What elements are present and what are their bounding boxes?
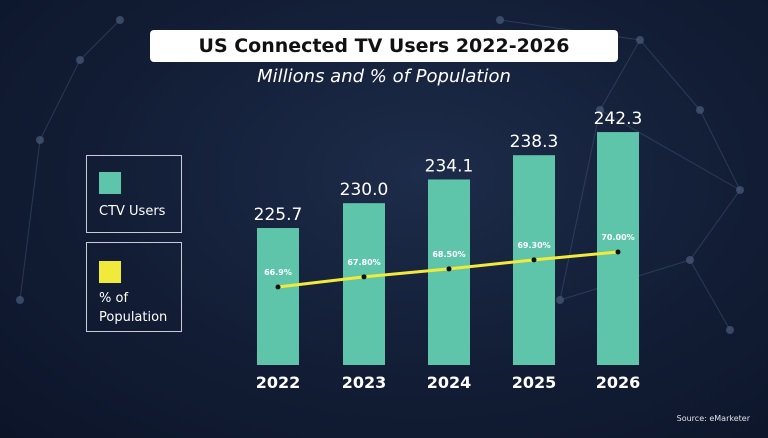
bar-value-label: 230.0: [340, 180, 389, 200]
source-note: Source: eMarketer: [676, 414, 750, 423]
network-node: [36, 136, 44, 144]
network-node: [736, 186, 744, 194]
x-tick-label: 2024: [427, 373, 472, 392]
bar-2022: [257, 228, 299, 365]
network-line: [599, 39, 641, 111]
legend-label: % of Population: [99, 291, 168, 325]
network-node: [496, 16, 504, 24]
line-value-label: 67.80%: [347, 258, 380, 267]
line-value-label: 69.30%: [517, 241, 550, 250]
bar-2023: [343, 203, 385, 365]
network-line: [689, 189, 741, 261]
network-line: [559, 109, 601, 301]
network-node: [76, 56, 84, 64]
line-point: [531, 257, 537, 263]
bar-value-label: 238.3: [510, 132, 559, 152]
network-node: [726, 326, 734, 334]
x-tick-label: 2026: [596, 373, 641, 392]
network-line: [599, 109, 741, 191]
network-node: [686, 256, 694, 264]
network-line: [39, 59, 81, 141]
line-value-label: 70.00%: [601, 233, 634, 242]
network-line: [19, 139, 41, 301]
network-line: [79, 19, 121, 61]
network-node: [696, 106, 704, 114]
chart-subtitle: Millions and % of Population: [257, 66, 511, 87]
bar-value-label: 234.1: [425, 156, 474, 176]
network-node: [16, 296, 24, 304]
legend-item-population: % of Population: [86, 242, 182, 332]
bar-2026: [597, 132, 639, 365]
line-value-label: 68.50%: [432, 250, 465, 259]
x-tick-label: 2022: [256, 373, 301, 392]
network-node: [596, 106, 604, 114]
legend-swatch-bar: [99, 172, 121, 194]
network-line: [689, 259, 731, 331]
legend-label: CTV Users: [99, 204, 166, 219]
bar-value-label: 242.3: [594, 109, 643, 129]
line-point: [275, 284, 281, 290]
bar-value-label: 225.7: [254, 205, 303, 225]
network-node: [636, 36, 644, 44]
x-tick-label: 2023: [342, 373, 387, 392]
chart-title: US Connected TV Users 2022-2026: [150, 30, 618, 62]
network-node: [116, 16, 124, 24]
legend-swatch-line: [99, 261, 121, 283]
bar-2024: [428, 179, 470, 365]
line-point: [615, 249, 621, 255]
line-value-label: 66.9%: [264, 268, 292, 277]
network-line: [639, 39, 701, 111]
x-tick-label: 2025: [512, 373, 557, 392]
network-line: [699, 109, 741, 191]
line-point: [446, 266, 452, 272]
legend-item-ctv-users: CTV Users: [86, 155, 182, 233]
line-point: [361, 274, 367, 280]
network-node: [556, 296, 564, 304]
